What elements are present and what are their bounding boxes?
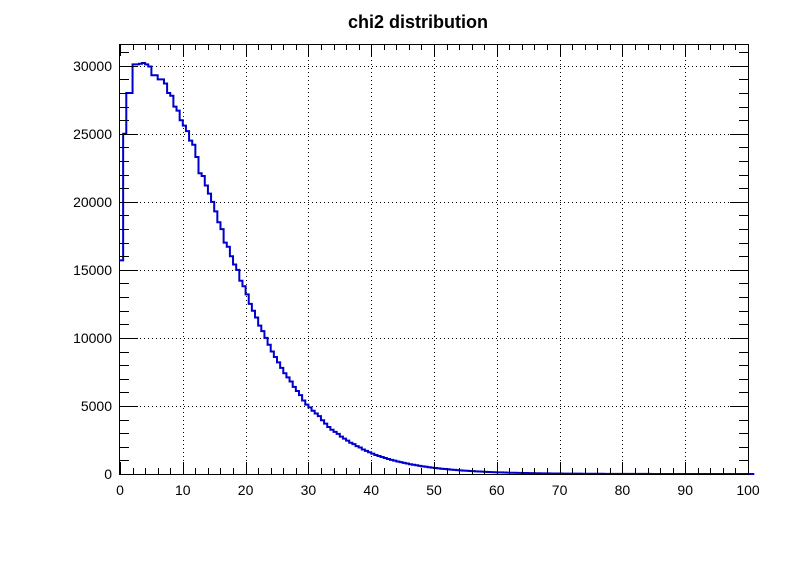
x-tick-label: 50 xyxy=(426,482,442,498)
x-tick-label: 10 xyxy=(175,482,191,498)
x-tick-label: 90 xyxy=(677,482,693,498)
y-axis-tick-labels: 0 5000 10000 15000 20000 25000 30000 xyxy=(73,58,112,482)
x-tick-label: 40 xyxy=(363,482,379,498)
x-tick-label: 100 xyxy=(736,482,760,498)
grid-lines xyxy=(120,44,748,474)
x-tick-label: 60 xyxy=(489,482,505,498)
histogram-step-line xyxy=(120,62,755,475)
y-tick-label: 5000 xyxy=(81,398,112,414)
y-tick-label: 20000 xyxy=(73,194,112,210)
x-tick-label: 80 xyxy=(615,482,631,498)
x-tick-label: 30 xyxy=(301,482,317,498)
y-tick-label: 30000 xyxy=(73,58,112,74)
chart-title: chi2 distribution xyxy=(348,12,488,32)
x-axis-tick-labels: 0 10 20 30 40 50 60 70 80 90 100 xyxy=(116,482,760,498)
x-tick-label: 70 xyxy=(552,482,568,498)
y-tick-label: 25000 xyxy=(73,126,112,142)
x-tick-label: 0 xyxy=(116,482,124,498)
histogram-series xyxy=(120,62,755,475)
y-tick-label: 0 xyxy=(104,466,112,482)
axis-ticks xyxy=(120,44,749,475)
y-tick-label: 15000 xyxy=(73,262,112,278)
x-tick-label: 20 xyxy=(238,482,254,498)
y-tick-label: 10000 xyxy=(73,330,112,346)
